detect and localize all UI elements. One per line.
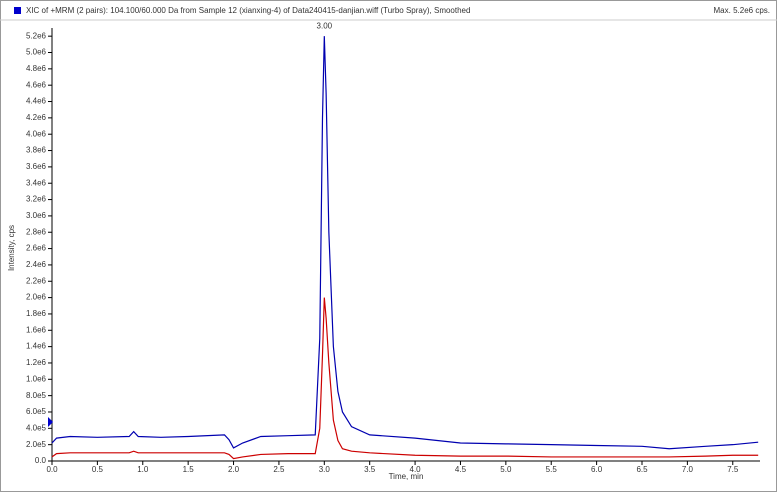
y-tick-label: 3.6e6 [26,162,47,171]
y-tick-label: 8.0e5 [26,391,47,400]
y-tick-label: 3.4e6 [26,178,47,187]
x-tick-label: 3.0 [319,465,331,474]
x-tick-label: 0.0 [46,465,58,474]
y-tick-label: 2.2e6 [26,276,47,285]
y-tick-label: 1.8e6 [26,309,47,318]
y-tick-label: 4.6e6 [26,80,47,89]
y-tick-label: 2.0e6 [26,293,47,302]
chart-title: XIC of +MRM (2 pairs): 104.100/60.000 Da… [26,6,470,15]
y-tick-label: 5.2e6 [26,31,47,40]
series-line [51,297,759,460]
x-tick-label: 1.5 [183,465,195,474]
x-tick-label: 4.5 [455,465,467,474]
y-tick-label: 2.4e6 [26,260,47,269]
max-label: Max. 5.2e6 cps. [714,6,770,15]
y-tick-label: 2.8e6 [26,227,47,236]
baseline-marker [48,417,53,427]
x-tick-label: 6.0 [591,465,603,474]
y-tick-label: 1.4e6 [26,342,47,351]
x-tick-label: 2.0 [228,465,240,474]
y-tick-label: 2.6e6 [26,244,47,253]
peak-label: 3.00 [317,21,333,30]
y-tick-label: 4.0e5 [26,423,47,432]
y-axis-label: Intensity, cps [7,225,16,271]
y-tick-label: 1.2e6 [26,358,47,367]
y-tick-label: 1.6e6 [26,325,47,334]
y-tick-label: 3.2e6 [26,195,47,204]
x-tick-label: 7.0 [682,465,694,474]
x-tick-label: 5.0 [500,465,512,474]
y-tick-label: 2.0e5 [26,440,47,449]
y-tick-label: 1.0e6 [26,374,47,383]
x-tick-label: 4.0 [410,465,422,474]
x-tick-label: 5.5 [546,465,558,474]
x-tick-label: 6.5 [636,465,648,474]
legend-swatch [14,7,21,14]
y-tick-label: 3.0e6 [26,211,47,220]
y-tick-label: 4.0e6 [26,129,47,138]
y-tick-label: 4.2e6 [26,113,47,122]
x-tick-label: 2.5 [273,465,285,474]
y-tick-label: 6.0e5 [26,407,47,416]
y-tick-label: 4.8e6 [26,64,47,73]
y-tick-label: 0.0 [35,456,47,465]
x-tick-label: 1.0 [137,465,149,474]
x-tick-label: 7.5 [727,465,739,474]
y-tick-label: 5.0e6 [26,48,47,57]
x-axis-label: Time, min [389,472,424,481]
y-tick-label: 3.8e6 [26,146,47,155]
x-tick-label: 3.5 [364,465,376,474]
series-line [51,36,759,450]
y-tick-label: 4.4e6 [26,97,47,106]
x-tick-label: 0.5 [92,465,104,474]
